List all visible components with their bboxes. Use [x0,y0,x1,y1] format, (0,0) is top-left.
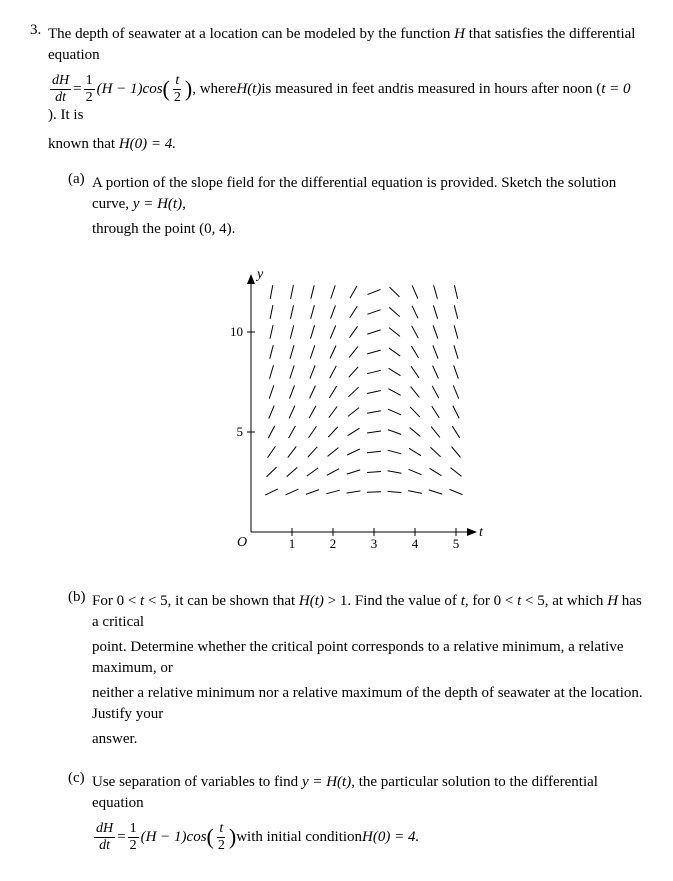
c-cond1: with initial condition [236,827,362,848]
problem-3: 3. The depth of seawater at a location c… [30,20,643,861]
svg-text:1: 1 [288,536,295,551]
c-half-bot: 2 [128,838,139,853]
c-l1a: Use separation of variables to find [92,774,302,790]
two-bot: 2 [172,90,183,105]
svg-text:2: 2 [329,536,336,551]
part-a: (a) A portion of the slope field for the… [68,169,643,244]
problem-number: 3. [30,20,48,861]
b-l4: answer. [92,729,643,750]
c-dt: dt [97,838,112,853]
intro-line: The depth of seawater at a location can … [48,24,643,66]
dH: dH [50,74,71,90]
eq-mid: (H − 1)cos [97,79,163,100]
part-a-label: (a) [68,169,92,244]
c-lparen: ( [207,822,214,853]
part-c-label: (c) [68,768,92,861]
svg-text:5: 5 [236,424,243,439]
dt: dt [53,90,68,105]
equals: = [73,79,81,100]
b-H: H [607,593,618,609]
b-l1c: > 1. Find the value of [324,593,461,609]
a-text3: through the point (0, 4). [92,219,643,240]
c-yH: y = H(t) [302,774,351,790]
known-line: known that H(0) = 4. [48,134,643,155]
b-l1b: < 5, it can be shown that [144,593,299,609]
c-rparen: ) [229,822,236,853]
frac-dHdt: dH dt [50,74,71,105]
b-l1a: For 0 < [92,593,140,609]
t-top: t [173,74,181,90]
b-l1d: , for 0 < [465,593,517,609]
svg-text:O: O [237,535,247,550]
problem-content: The depth of seawater at a location can … [48,20,643,861]
part-c-body: Use separation of variables to find y = … [92,768,643,861]
slope-field-chart: y t O 5 10 1 2 3 4 5 [48,262,643,569]
known1: known that [48,136,119,152]
c-frac-half: 1 2 [128,822,139,853]
slope-field-svg: y t O 5 10 1 2 3 4 5 [196,262,496,562]
svg-text:y: y [255,267,264,282]
after3: is measured in hours after noon ( [404,79,601,100]
differential-equation: dH dt = 1 2 (H − 1)cos ( t 2 ) , where H… [48,74,643,126]
c-eq-mid: (H − 1)cos [141,827,207,848]
H-var: H [454,26,465,42]
c-frac-t2: t 2 [216,822,227,853]
after2: is measured in feet and [261,79,399,100]
t0: t = 0 [601,79,630,100]
svg-text:t: t [479,525,484,540]
half-top: 1 [84,74,95,90]
svg-text:4: 4 [411,536,418,551]
c-half-top: 1 [128,822,139,838]
b-Ht: H(t) [299,593,324,609]
frac-half: 1 2 [84,74,95,105]
Ht: H(t) [236,79,261,100]
svg-text:10: 10 [230,324,243,339]
svg-text:5: 5 [452,536,459,551]
c-equals: = [117,827,125,848]
part-b: (b) For 0 < t < 5, it can be shown that … [68,587,643,754]
c-equation: dH dt = 1 2 (H − 1)cos ( t 2 [92,822,643,853]
c-cond2: H(0) = 4. [362,827,419,848]
a-yH: y = H(t) [133,196,182,212]
b-l1e: < 5, at which [521,593,607,609]
c-dH: dH [94,822,115,838]
part-b-body: For 0 < t < 5, it can be shown that H(t)… [92,587,643,754]
b-l3: neither a relative minimum nor a relativ… [92,683,643,725]
after4: ). It is [48,105,83,126]
after1: , where [192,79,236,100]
part-b-label: (b) [68,587,92,754]
a-text2: , [182,196,186,212]
c-two-bot: 2 [216,838,227,853]
b-l2: point. Determine whether the critical po… [92,637,643,679]
rparen: ) [185,74,192,105]
c-frac-dHdt: dH dt [94,822,115,853]
svg-text:3: 3 [370,536,377,551]
lparen: ( [163,74,170,105]
part-c: (c) Use separation of variables to find … [68,768,643,861]
frac-t2: t 2 [172,74,183,105]
half-bot: 2 [84,90,95,105]
known2: H(0) = 4. [119,136,176,152]
intro-text-1: The depth of seawater at a location can … [48,26,454,42]
part-a-body: A portion of the slope field for the dif… [92,169,643,244]
c-t-top: t [217,822,225,838]
